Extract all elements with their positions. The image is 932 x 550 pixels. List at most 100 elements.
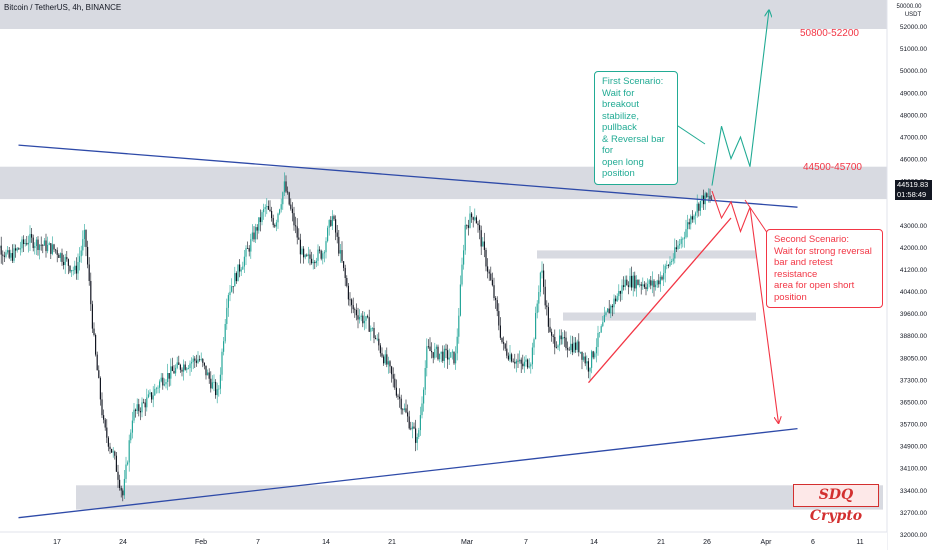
support-resistance-zone	[563, 312, 756, 321]
candle-body	[168, 373, 170, 379]
candle-body	[67, 259, 69, 266]
candle-body	[418, 430, 420, 438]
candle-body	[629, 275, 631, 287]
candle-body	[437, 346, 439, 360]
candle-body	[560, 335, 562, 340]
candle-body	[643, 284, 645, 288]
support-resistance-zone	[76, 485, 883, 510]
candle-body	[471, 213, 473, 218]
time-tick-label: 11	[856, 539, 863, 546]
candle-body	[315, 260, 317, 264]
candle-body	[479, 225, 481, 231]
candle-body	[597, 332, 599, 348]
candle-body	[72, 270, 74, 272]
candle-body	[37, 239, 39, 251]
candle-body	[299, 239, 301, 255]
candle-body	[658, 280, 660, 285]
candle-body	[194, 358, 196, 361]
candle-body	[101, 399, 103, 416]
candle-body	[392, 374, 394, 379]
candle-body	[407, 412, 409, 417]
candle-body	[104, 419, 106, 428]
candle-body	[197, 359, 199, 363]
candle-body	[544, 286, 546, 306]
time-tick-label: 7	[256, 539, 260, 546]
candle-body	[21, 239, 23, 249]
candle-body	[35, 239, 37, 247]
candle-body	[538, 292, 540, 304]
candle-body	[399, 396, 401, 399]
candle-body	[608, 308, 610, 314]
candle-body	[40, 244, 42, 246]
candle-body	[581, 351, 583, 360]
candle-body	[306, 254, 308, 256]
candle-body	[309, 254, 311, 259]
candle-body	[482, 241, 484, 247]
candle-body	[642, 284, 644, 286]
candle-body	[459, 284, 461, 316]
time-tick-label: Mar	[461, 539, 474, 546]
candle-body	[15, 248, 17, 251]
candle-body	[667, 265, 669, 266]
candle-body	[58, 254, 60, 258]
candle-body	[499, 325, 501, 338]
candle-body	[707, 196, 709, 197]
candle-body	[88, 264, 90, 281]
candle-body	[706, 193, 708, 197]
candle-body	[427, 346, 429, 348]
candle-body	[186, 368, 188, 370]
candle-body	[136, 404, 138, 411]
candle-body	[47, 244, 49, 252]
candle-body	[123, 478, 125, 496]
candle-body	[171, 366, 173, 371]
candle-body	[549, 326, 551, 332]
price-tick-label: 46000.00	[900, 157, 927, 164]
candle-body	[7, 250, 9, 253]
candle-body	[95, 335, 97, 355]
candle-body	[405, 408, 407, 413]
candle-body	[495, 298, 497, 301]
candle-body	[520, 359, 522, 364]
candle-body	[32, 237, 34, 248]
candle-body	[45, 240, 47, 252]
candle-body	[442, 351, 444, 361]
candle-body	[339, 250, 341, 254]
candle-body	[456, 336, 458, 354]
candle-body	[367, 316, 369, 318]
candle-body	[475, 217, 477, 224]
candle-body	[450, 352, 452, 358]
candle-body	[183, 364, 185, 372]
candle-body	[384, 354, 386, 364]
candle-body	[314, 262, 316, 264]
second-scenario-line: Wait for strong reversal	[774, 245, 872, 257]
price-tick-label: 47000.00	[900, 134, 927, 141]
candle-body	[243, 256, 245, 267]
candle-body	[511, 354, 513, 362]
candle-body	[304, 254, 306, 258]
price-tick-label: 41200.00	[900, 267, 927, 274]
candle-body	[224, 323, 226, 342]
candle-body	[159, 381, 161, 388]
candle-body	[51, 244, 53, 254]
candle-body	[211, 382, 213, 389]
trendline	[18, 427, 798, 519]
candle-body	[138, 404, 140, 412]
candle-body	[616, 296, 618, 302]
candle-body	[431, 351, 433, 353]
candle-body	[231, 286, 233, 292]
candle-body	[192, 358, 194, 363]
candle-body	[573, 342, 575, 353]
candle-body	[639, 284, 641, 286]
candle-body	[496, 300, 498, 312]
candle-body	[600, 326, 602, 333]
candle-body	[690, 216, 692, 225]
candle-body	[493, 285, 495, 299]
candle-body	[189, 363, 191, 369]
candle-body	[200, 358, 202, 360]
candle-body	[525, 359, 527, 362]
second-scenario-line: area for open short position	[774, 280, 855, 303]
candle-body	[458, 315, 460, 337]
candle-body	[663, 273, 665, 280]
candle-body	[365, 316, 367, 321]
